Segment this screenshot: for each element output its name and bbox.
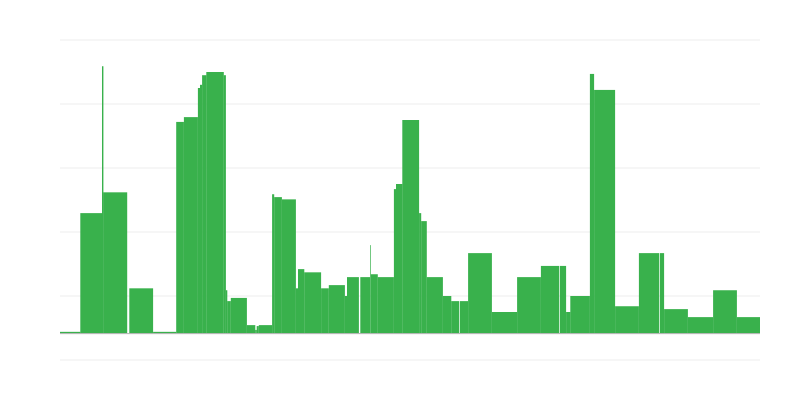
bar [246,325,256,334]
bar [491,312,518,334]
bar [347,277,359,334]
bar [176,121,184,334]
bar [559,265,567,334]
bar [370,245,371,334]
bar [102,66,104,334]
bar [517,277,541,334]
bar [594,89,616,334]
bar [664,309,688,334]
bar [344,296,347,334]
bar [153,331,177,334]
bar [183,117,198,334]
bar [103,192,128,334]
bar [256,326,259,334]
bar [360,277,371,334]
bar [615,306,639,334]
bar [298,269,305,334]
bar [393,189,396,334]
bar [255,329,257,334]
bars [60,66,760,334]
bar [227,301,231,334]
bar [459,301,469,334]
bar [370,274,378,334]
bar [281,199,296,334]
bar [589,73,595,334]
bar [274,197,282,334]
bar [442,296,452,334]
bar [570,296,590,334]
bar [223,75,226,334]
bar [659,253,665,334]
bar [321,288,329,334]
bar [206,72,224,334]
bar [687,317,714,334]
bar [60,331,81,334]
bar [736,317,760,334]
bar [566,312,571,334]
bar [258,325,273,334]
bar [540,265,560,334]
bar [197,88,200,334]
bar [230,297,247,334]
bar [304,272,322,334]
bar [202,75,207,334]
bar [295,288,298,334]
bar [377,277,394,334]
bar [396,184,403,334]
bar [225,290,228,334]
bar [200,84,203,334]
bar [402,120,420,334]
bar [713,290,737,334]
bar [638,253,660,334]
bar [129,288,154,334]
bar [468,253,492,334]
bar [328,285,345,334]
bar [272,194,275,334]
bar [421,221,427,334]
bar [419,213,422,334]
bar [451,301,459,334]
bar [426,277,443,334]
bar [80,213,102,334]
